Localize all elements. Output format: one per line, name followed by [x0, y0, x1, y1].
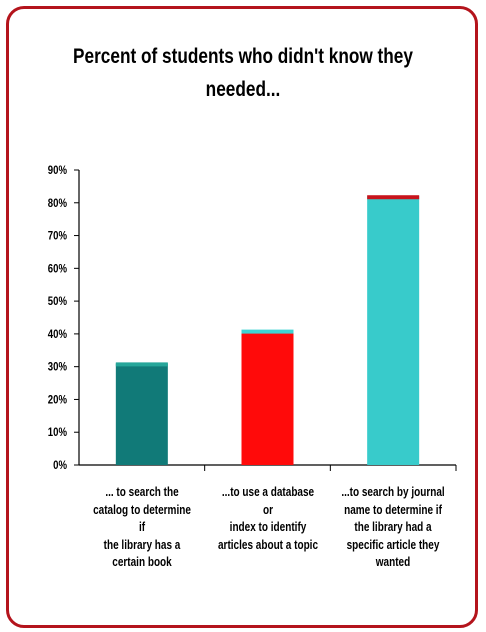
x-category-label-line: articles about a topic	[217, 537, 318, 552]
x-category-label: ...to search by journal name to determine…	[341, 484, 445, 572]
x-category-label-line: the library has a	[103, 537, 181, 552]
y-tick-label: 30%	[48, 361, 68, 374]
chart-title: Percent of students who didn't know they…	[44, 40, 443, 106]
x-category-label-line: index to identify	[229, 520, 306, 534]
chart-title-line-1: Percent of students who didn't know they	[73, 45, 413, 68]
x-category-label: ...to use a database or index to identify…	[216, 484, 320, 554]
bar	[367, 196, 420, 465]
y-tick-label: 10%	[48, 426, 68, 439]
y-tick-label: 20%	[48, 394, 68, 407]
x-category-label-line: certain book	[112, 555, 172, 569]
x-category-label-line: ... to search the	[105, 485, 179, 499]
x-category-label-line: specific article they	[346, 537, 440, 552]
y-tick-label: 40%	[48, 328, 68, 341]
bar-top-edge	[241, 329, 294, 334]
x-category-label: ... to search the catalog to determine if…	[90, 484, 194, 572]
x-category-label-line: ...to use a database or	[221, 485, 314, 517]
y-tick-label: 50%	[48, 295, 68, 308]
bar-top-edge	[115, 362, 168, 367]
x-category-label-line: wanted	[375, 555, 411, 569]
bar	[241, 330, 294, 465]
x-category-label-line: the library had a	[354, 520, 432, 534]
y-tick-label: 70%	[48, 230, 68, 243]
x-category-label-line: catalog to determine if	[92, 502, 191, 535]
bar-top-edge	[367, 195, 420, 200]
bar	[115, 363, 168, 465]
y-tick-label: 80%	[48, 197, 68, 210]
chart-title-line-2: needed...	[205, 78, 281, 101]
y-tick-label: 60%	[48, 262, 68, 275]
y-tick-label: 0%	[53, 459, 67, 472]
y-tick-label: 90%	[48, 164, 68, 177]
x-category-label-line: ...to search by journal	[341, 485, 445, 499]
x-category-label-line: name to determine if	[344, 502, 443, 517]
